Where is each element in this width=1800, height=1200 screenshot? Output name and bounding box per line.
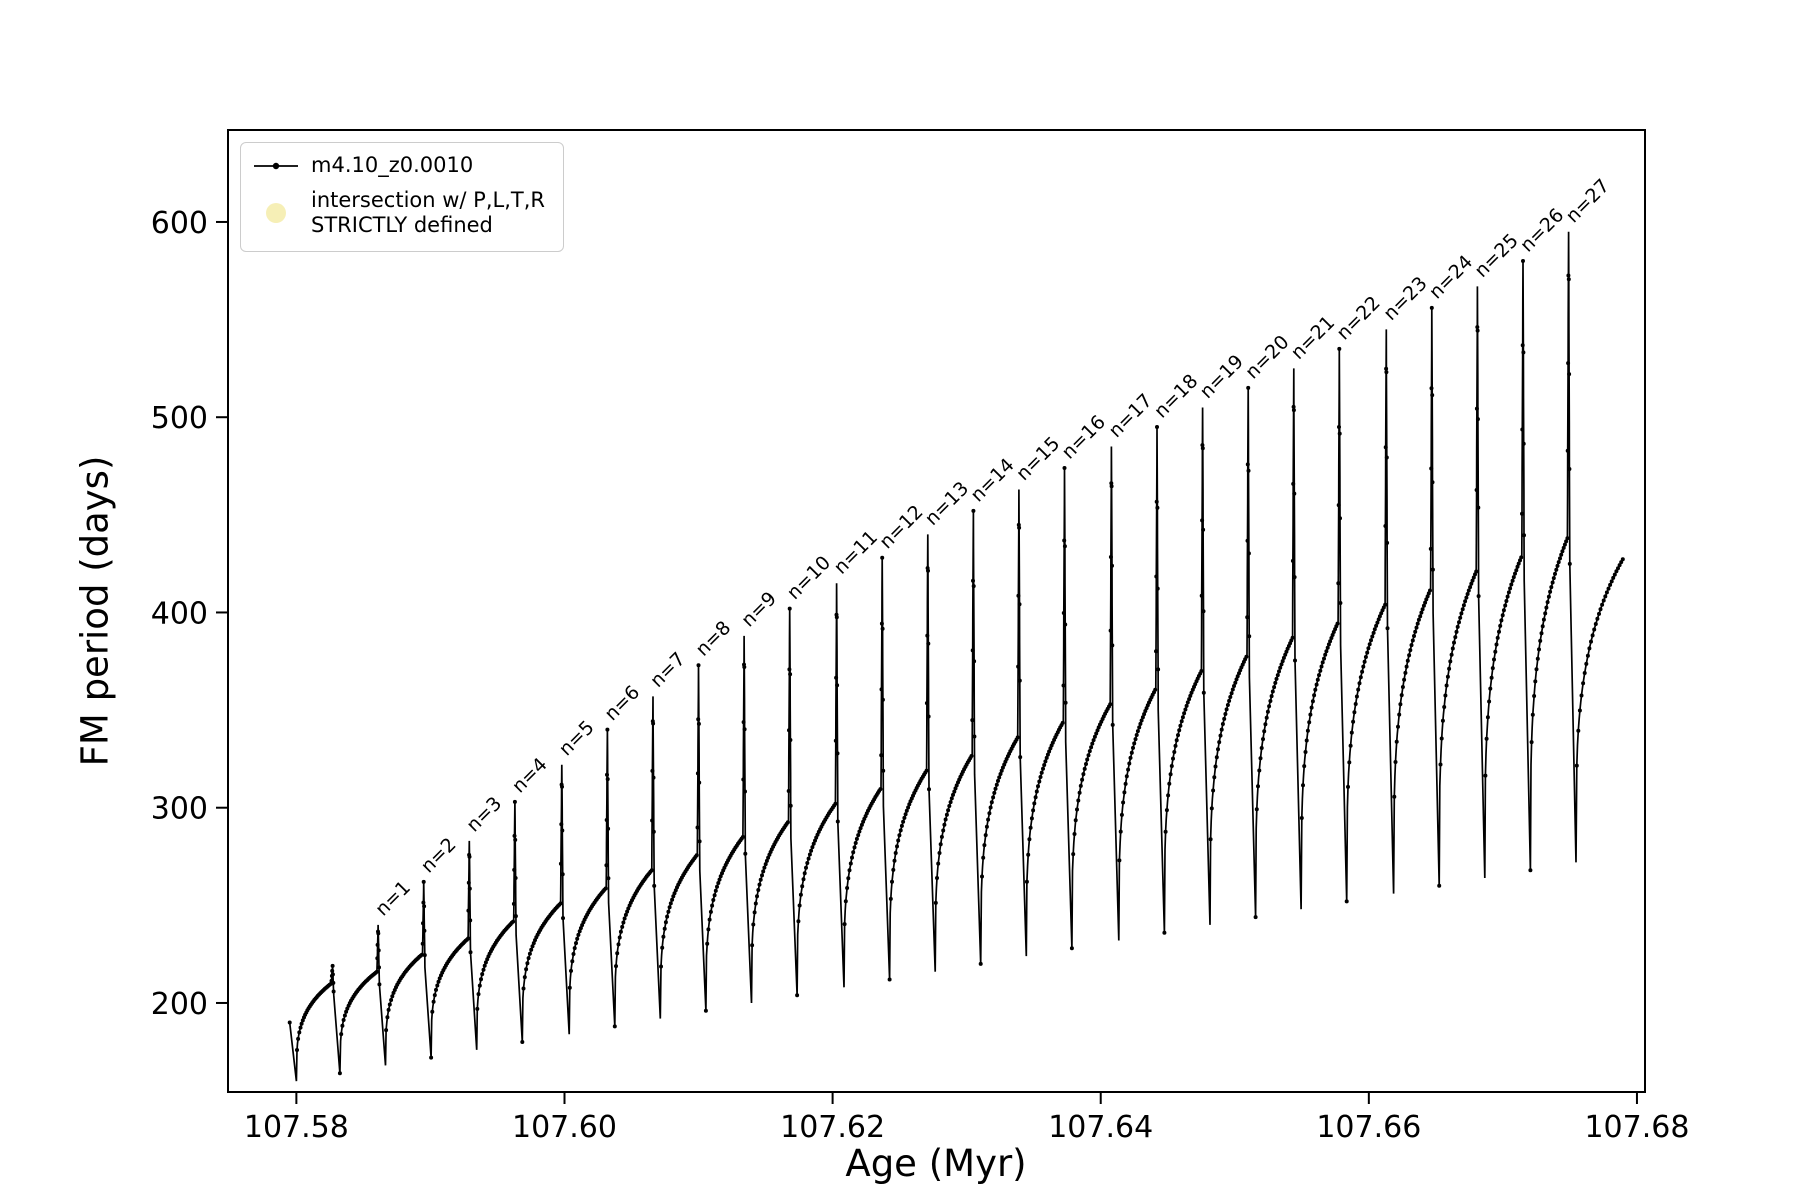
- x-tick-label: 107.66: [1316, 1110, 1421, 1145]
- spike-annotation: n=8: [692, 617, 736, 661]
- x-tick-label: 107.62: [780, 1110, 885, 1145]
- x-tick-label: 107.64: [1048, 1110, 1153, 1145]
- legend: m4.10_z0.0010 intersection w/ P,L,T,R ST…: [240, 142, 564, 252]
- spike-annotation: n=14: [966, 454, 1018, 506]
- spike-annotation: n=27: [1562, 175, 1614, 227]
- spike-annotation: n=6: [600, 681, 644, 725]
- spike-annotation: n=24: [1425, 251, 1477, 303]
- y-axis-title: FM period (days): [73, 455, 117, 767]
- legend-item-series: m4.10_z0.0010: [251, 153, 545, 179]
- intersection-dot-marker-icon: [266, 203, 286, 224]
- spike-annotation: n=18: [1150, 370, 1202, 422]
- series-markers: [287, 259, 1625, 1076]
- spike-annotation: n=9: [737, 588, 781, 632]
- y-tick-label: 400: [151, 596, 208, 631]
- legend-intersection-label: intersection w/ P,L,T,R STRICTLY defined: [311, 188, 545, 239]
- spike-annotation: n=16: [1058, 411, 1110, 463]
- spike-annotation: n=5: [555, 716, 599, 760]
- spike-annotation: n=17: [1104, 390, 1156, 442]
- spike-annotation: n=13: [921, 477, 973, 529]
- legend-intersection-label-line1: intersection w/ P,L,T,R: [311, 187, 545, 212]
- spike-annotation: n=2: [417, 834, 461, 878]
- spike-annotation: n=15: [1012, 433, 1064, 485]
- spike-annotation: n=12: [875, 501, 927, 553]
- spike-annotation: n=22: [1332, 292, 1384, 344]
- spike-annotation: n=25: [1470, 230, 1522, 282]
- line-dot-marker-icon: [251, 158, 301, 174]
- legend-intersection-label-line2: STRICTLY defined: [311, 213, 493, 238]
- x-tick-label: 107.68: [1584, 1110, 1689, 1145]
- legend-item-intersection: intersection w/ P,L,T,R STRICTLY defined: [251, 188, 545, 239]
- x-tick-label: 107.58: [244, 1110, 349, 1145]
- spike-annotation: n=19: [1196, 351, 1248, 403]
- spike-annotation: n=1: [371, 877, 415, 921]
- y-tick-label: 300: [151, 792, 208, 827]
- plot-frame: [227, 129, 1646, 1093]
- y-tick-label: 600: [151, 206, 208, 241]
- spike-annotation: n=4: [508, 754, 552, 798]
- x-axis-title: Age (Myr): [845, 1142, 1027, 1185]
- spike-annotation: n=21: [1287, 312, 1339, 364]
- spike-annotation: n=7: [646, 648, 690, 692]
- spike-annotation: n=10: [783, 552, 835, 604]
- spike-annotation: n=11: [830, 526, 882, 578]
- x-tick-label: 107.60: [512, 1110, 617, 1145]
- spike-annotation: n=23: [1379, 272, 1431, 324]
- y-tick-label: 200: [151, 987, 208, 1022]
- spike-annotation: n=20: [1241, 331, 1293, 383]
- legend-series-label: m4.10_z0.0010: [311, 153, 474, 177]
- spike-annotation: n=3: [462, 793, 506, 837]
- y-tick-label: 500: [151, 401, 208, 436]
